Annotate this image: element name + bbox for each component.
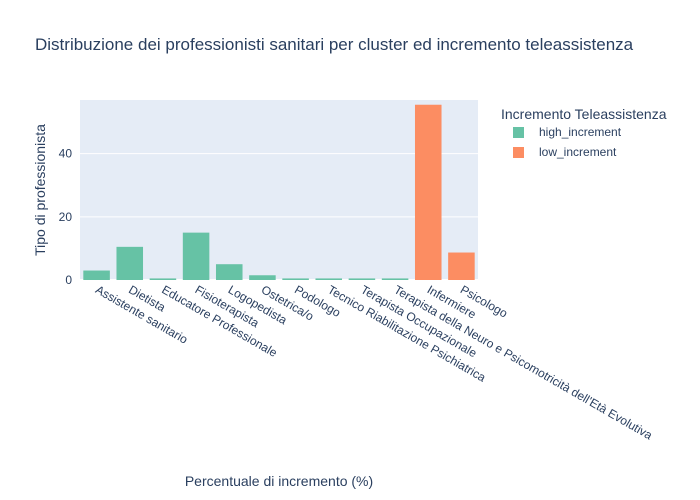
y-tick-label: 0 bbox=[65, 273, 72, 287]
legend-swatch-high_increment bbox=[513, 127, 524, 138]
legend: Incremento Teleassistenza high_increment… bbox=[501, 106, 667, 159]
bar-low_increment bbox=[448, 252, 475, 280]
legend-title: Incremento Teleassistenza bbox=[501, 106, 667, 122]
bar-high_increment bbox=[381, 278, 409, 280]
bar-high_increment bbox=[182, 232, 210, 280]
y-axis-title: Tipo di professionista bbox=[32, 124, 48, 256]
y-tick-label: 20 bbox=[59, 210, 73, 224]
bar-high_increment bbox=[249, 275, 276, 280]
legend-items: high_increment low_increment bbox=[513, 125, 622, 159]
legend-label-high_increment: high_increment bbox=[539, 125, 622, 139]
bar-high_increment bbox=[83, 270, 110, 280]
y-axis-ticks: 0 20 40 bbox=[59, 147, 73, 287]
bar-high_increment bbox=[282, 278, 309, 280]
bar-high_increment bbox=[149, 278, 177, 280]
bar-low_increment bbox=[414, 104, 442, 280]
x-axis-title: Percentuale di incremento (%) bbox=[185, 473, 373, 489]
gridlines bbox=[80, 153, 478, 281]
bar-high_increment bbox=[215, 264, 243, 280]
chart-title: Distribuzione dei professionisti sanitar… bbox=[35, 35, 634, 54]
bar-high_increment bbox=[315, 278, 343, 280]
bar-high_increment bbox=[116, 246, 144, 280]
plot-area bbox=[80, 100, 478, 280]
legend-label-low_increment: low_increment bbox=[539, 145, 617, 159]
bars bbox=[83, 104, 475, 280]
legend-swatch-low_increment bbox=[513, 147, 524, 158]
y-tick-label: 40 bbox=[59, 147, 73, 161]
bar-high_increment bbox=[348, 278, 376, 280]
